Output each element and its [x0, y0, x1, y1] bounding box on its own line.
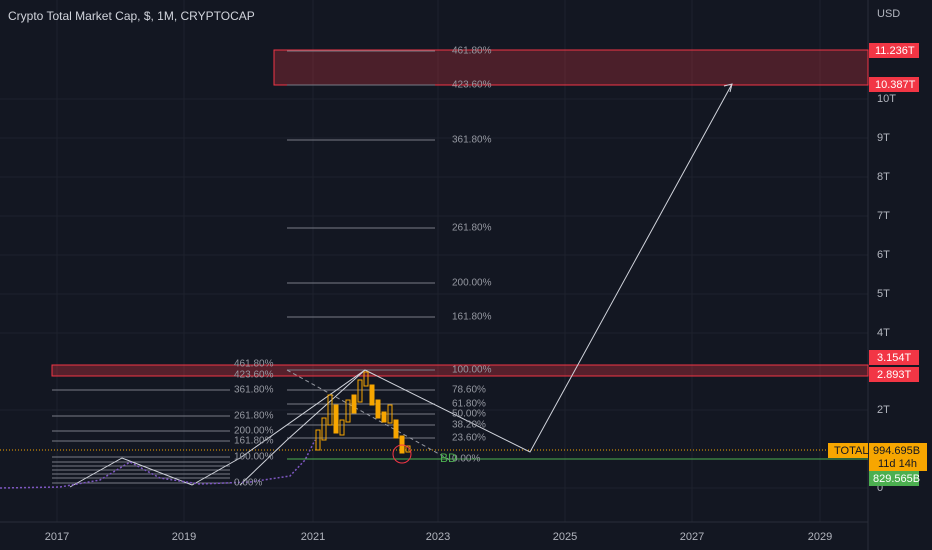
annotation: BD	[440, 451, 457, 465]
fib-label: 361.80%	[234, 385, 274, 396]
y-tick-label: 6T	[877, 249, 890, 261]
fib-label: 461.80%	[452, 46, 492, 57]
fib-label: 361.80%	[452, 135, 492, 146]
badge-label: 994.695B	[873, 445, 920, 457]
currency: USD	[877, 8, 900, 20]
arrow-head	[723, 83, 733, 93]
x-tick-label: 2017	[45, 531, 69, 543]
fib-label: 50.00%	[452, 409, 486, 420]
price-line	[0, 439, 316, 489]
badge	[869, 350, 919, 365]
badge-label: 2.893T	[877, 369, 912, 381]
countdown: 11d 14h	[878, 458, 917, 470]
trend-line	[286, 369, 451, 461]
grid	[0, 0, 868, 522]
zone	[273, 49, 869, 86]
fib-label: 100.00%	[234, 452, 274, 463]
y-tick-label: 8T	[877, 171, 890, 183]
fib-label: 61.80%	[452, 399, 486, 410]
fib-label: 100.00%	[452, 365, 492, 376]
badge-label: 10.387T	[875, 79, 916, 91]
fib-label: 0.00%	[452, 454, 480, 465]
badge-label: 11.236T	[875, 45, 915, 57]
chart-title: Crypto Total Market Cap, $, 1M, CRYPTOCA…	[8, 9, 255, 23]
badge	[869, 77, 919, 92]
fib-label: 161.80%	[234, 436, 274, 447]
y-tick-label: 4T	[877, 327, 890, 339]
x-tick-label: 2023	[426, 531, 450, 543]
fib-label: 38.20%	[452, 420, 486, 431]
badge-label: 3.154T	[877, 352, 912, 364]
fib-label: 23.60%	[452, 433, 486, 444]
x-tick-label: 2027	[680, 531, 704, 543]
y-tick-label: 9T	[877, 132, 890, 144]
fib-label: 261.80%	[452, 223, 492, 234]
x-tick-label: 2021	[301, 531, 325, 543]
x-tick-label: 2019	[172, 531, 196, 543]
badge-label: 829.565B	[873, 473, 920, 485]
badge	[828, 443, 868, 458]
fib-label: 461.80%	[234, 359, 274, 370]
x-tick-label: 2029	[808, 531, 832, 543]
symbol-label: TOTAL	[834, 445, 868, 457]
marker	[392, 444, 412, 464]
x-tick-label: 2025	[553, 531, 577, 543]
y-tick-label: 10T	[877, 93, 896, 105]
path-drawing	[69, 83, 733, 488]
fib-label: 161.80%	[452, 312, 492, 323]
badge	[869, 443, 927, 471]
fib-label: 423.60%	[234, 370, 274, 381]
y-tick-label: 7T	[877, 210, 890, 222]
y-tick-label: 2T	[877, 404, 890, 416]
fib-label: 78.60%	[452, 385, 486, 396]
fib-label: 200.00%	[452, 278, 492, 289]
y-tick-label: 5T	[877, 288, 890, 300]
fib-label: 0.00%	[234, 478, 262, 489]
fib-label: 261.80%	[234, 411, 274, 422]
fib-label: 200.00%	[234, 426, 274, 437]
fib-lines	[52, 50, 435, 484]
path-drawing	[239, 369, 366, 486]
zone	[51, 364, 869, 377]
badge	[869, 471, 919, 486]
badge	[869, 367, 919, 382]
fib-label: 423.60%	[452, 80, 492, 91]
y-tick-label: 0	[877, 482, 883, 494]
badge	[869, 43, 919, 58]
